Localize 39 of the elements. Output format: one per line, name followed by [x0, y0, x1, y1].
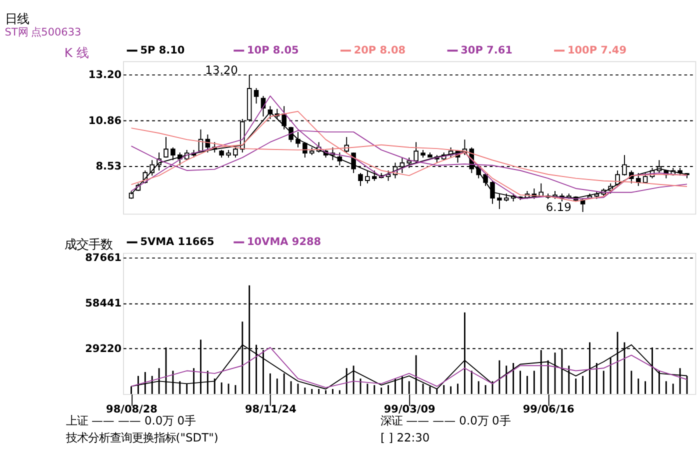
legend-label: 10P 8.05 [247, 44, 299, 56]
x-tick-label: 98/11/24 [244, 404, 296, 416]
y-axis-title: K 线 [64, 44, 88, 60]
legend-label: 100P 7.49 [567, 44, 627, 56]
candlestick [365, 170, 370, 184]
legend-label: 5P 8.10 [140, 44, 185, 56]
candlestick [302, 142, 308, 158]
candlestick [372, 170, 377, 182]
legend-label: 30P 7.61 [460, 44, 512, 56]
y-tick-label: 58441 [85, 297, 122, 310]
candlestick [254, 88, 259, 104]
y-tick-label: 13.20 [88, 69, 122, 82]
candlestick [414, 142, 418, 164]
y-tick-label: 10.86 [88, 114, 122, 127]
text: [ ] 22:30 [380, 430, 430, 445]
candlestick [483, 172, 488, 186]
candlestick [170, 146, 176, 161]
legend-label: 5VMA 11665 [140, 236, 214, 248]
x-tick-label: 98/08/28 [106, 404, 158, 416]
y-axis-title: 成交手数 [64, 236, 112, 252]
legend-label: 10VMA 9288 [247, 236, 322, 248]
candlestick [358, 172, 363, 186]
y-tick-label: 87661 [85, 252, 122, 264]
x-tick-label: 99/03/09 [384, 404, 436, 416]
candlestick [296, 131, 300, 148]
x-tick-label: 99/06/16 [522, 404, 574, 416]
text: 日线 [4, 10, 29, 26]
y-tick-label: 8.53 [96, 160, 122, 173]
chart-subtitle: ST网 点500633 [4, 26, 82, 38]
legend-label: 20P 8.08 [354, 44, 406, 56]
annotation: 13.20 [205, 62, 238, 77]
text: 深证 —— —— 0.0万 0手 [380, 413, 510, 428]
text: 上证 —— —— 0.0万 0手 [66, 413, 196, 428]
candlestick [538, 182, 544, 197]
candlestick [233, 146, 238, 158]
candlestick [164, 136, 168, 158]
annotation: 6.19 [546, 200, 572, 214]
text: 技术分析查询更换指标("SDT") [64, 430, 218, 445]
y-tick-label: 29220 [85, 342, 122, 355]
